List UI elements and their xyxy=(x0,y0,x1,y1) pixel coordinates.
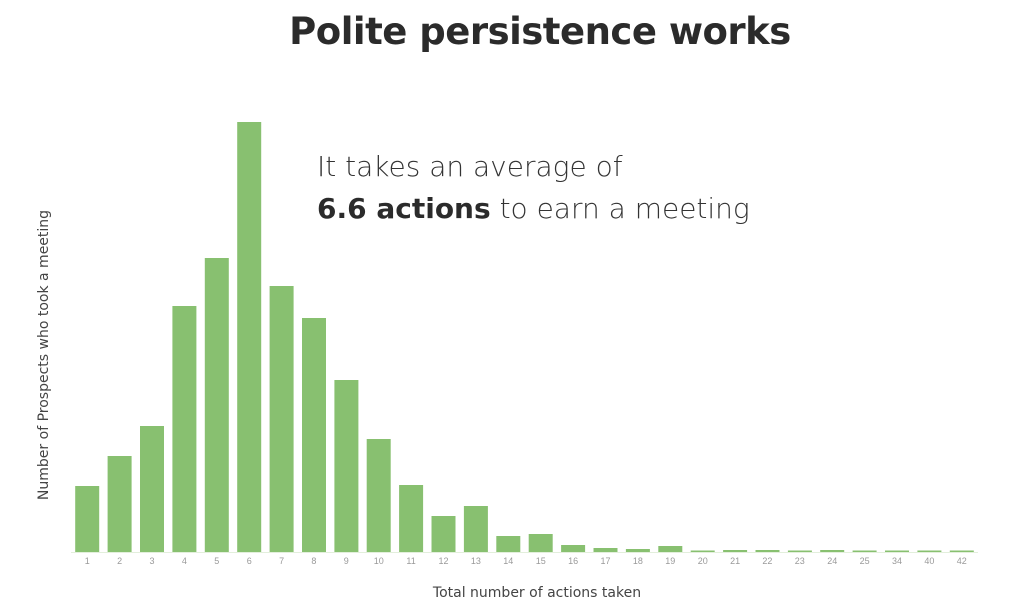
bar-23 xyxy=(787,550,812,552)
x-tick-label: 42 xyxy=(957,556,967,566)
x-tick-label: 17 xyxy=(600,556,610,566)
bar-22 xyxy=(755,550,780,552)
bar-6 xyxy=(237,122,262,552)
bar-7 xyxy=(269,286,294,552)
bar-24 xyxy=(820,550,845,552)
bar-34 xyxy=(885,550,909,552)
x-tick-label: 34 xyxy=(892,556,902,566)
x-tick-label: 22 xyxy=(762,556,772,566)
x-tick-label: 15 xyxy=(536,556,546,566)
x-tick-label: 20 xyxy=(698,556,708,566)
x-tick-label: 21 xyxy=(730,556,740,566)
x-tick-label: 18 xyxy=(633,556,643,566)
annotation-line-2: 6.6 actions to earn a meeting xyxy=(317,188,750,230)
x-tick-label: 4 xyxy=(182,556,187,566)
bar-4 xyxy=(172,306,197,552)
x-tick-label: 11 xyxy=(406,556,415,566)
x-tick-label: 40 xyxy=(924,556,934,566)
x-tick-label: 7 xyxy=(279,556,284,566)
x-tick-label: 3 xyxy=(149,556,154,566)
bar-42 xyxy=(949,550,974,552)
x-tick-label: 9 xyxy=(344,556,349,566)
bar-21 xyxy=(723,550,748,552)
x-tick-label: 2 xyxy=(117,556,122,566)
x-axis-label: Total number of actions taken xyxy=(432,585,641,601)
x-tick-label: 25 xyxy=(860,556,870,566)
x-tick-label: 16 xyxy=(568,556,578,566)
x-tick-label: 23 xyxy=(795,556,805,566)
x-tick-label: 8 xyxy=(311,556,316,566)
x-tick-labels: 1 2 3 4 5 6 7 8 9 10 11 12 13 14 15 16 17 18 19 20 21 22 23 24 2… xyxy=(85,556,967,566)
x-tick-label: 10 xyxy=(374,556,384,566)
x-tick-label: 14 xyxy=(503,556,513,566)
bar-18 xyxy=(625,549,650,552)
x-tick-label: 13 xyxy=(471,556,481,566)
bar-20 xyxy=(690,550,715,552)
bar-19 xyxy=(658,546,683,552)
bar-12 xyxy=(431,516,456,552)
bar-13 xyxy=(463,506,488,552)
bar-3 xyxy=(140,426,164,552)
bar-5 xyxy=(204,258,229,552)
annotation-highlight: 6.6 actions xyxy=(317,192,491,225)
x-tick-label: 5 xyxy=(214,556,219,566)
bar-40 xyxy=(917,550,942,552)
bar-16 xyxy=(561,545,586,552)
x-tick-label: 1 xyxy=(85,556,90,566)
bar-10 xyxy=(366,439,391,552)
chart-title: Polite persistence works xyxy=(289,10,791,53)
bar-2 xyxy=(107,456,132,552)
x-tick-label: 12 xyxy=(438,556,448,566)
bar-1 xyxy=(75,486,100,552)
x-tick-label: 6 xyxy=(247,556,252,566)
bar-8 xyxy=(302,318,326,552)
annotation-line-1: It takes an average of xyxy=(317,150,623,183)
bar-15 xyxy=(528,534,553,552)
bars-group xyxy=(75,122,974,552)
y-axis-label: Number of Prospects who took a meeting xyxy=(36,210,52,500)
bar-11 xyxy=(399,485,424,552)
bar-25 xyxy=(852,550,877,552)
annotation-line-2-rest: to earn a meeting xyxy=(490,192,750,225)
x-tick-label: 19 xyxy=(665,556,675,566)
bar-17 xyxy=(593,548,618,552)
bar-14 xyxy=(496,536,521,552)
chart-annotation: It takes an average of 6.6 actions to ea… xyxy=(317,146,750,230)
x-tick-label: 24 xyxy=(827,556,837,566)
bar-9 xyxy=(334,380,359,552)
